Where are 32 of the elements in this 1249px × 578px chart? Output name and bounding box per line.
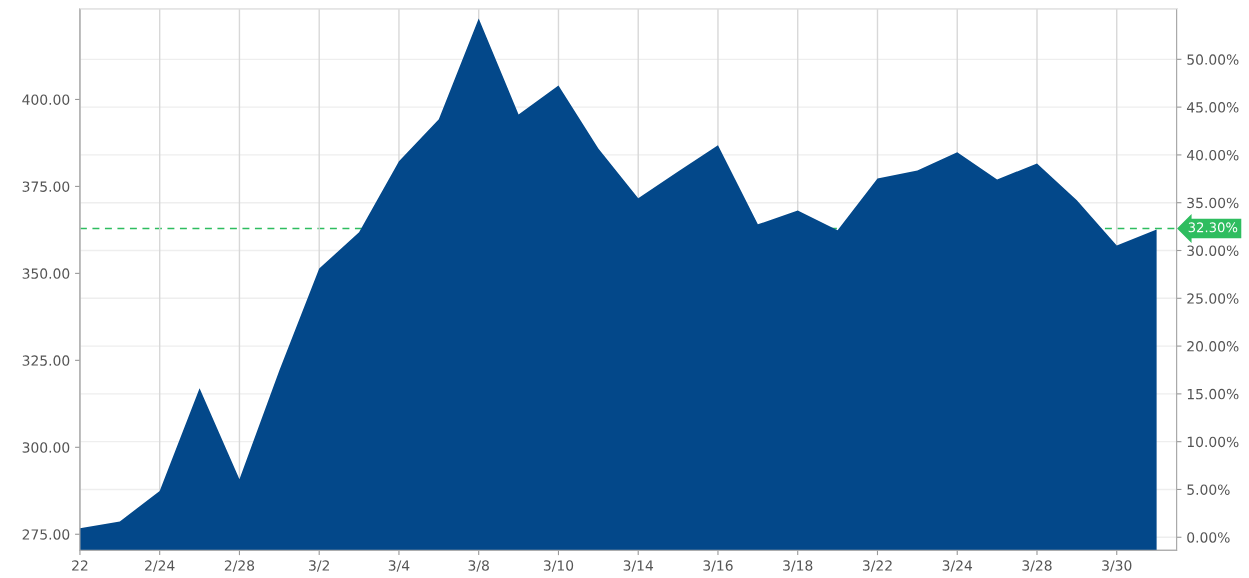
- x-tick-label: 3/2: [309, 560, 329, 572]
- x-tick-label: 3/8: [468, 560, 489, 572]
- y2-tick-label: 5.00%: [1187, 484, 1230, 495]
- x-tick-label: 3/22: [862, 560, 892, 572]
- y-tick-label: 325.00: [22, 355, 70, 366]
- y2-tick-label: 25.00%: [1187, 293, 1239, 304]
- y2-tick-label: 15.00%: [1187, 388, 1239, 400]
- x-tick-label: 3/14: [623, 560, 654, 572]
- y-tick-label: 300.00: [22, 442, 70, 453]
- x-tick-label: 3/10: [543, 560, 574, 572]
- y-tick-label: 350.00: [22, 268, 70, 279]
- x-tick-label: 3/30: [1102, 560, 1132, 572]
- x-tick-label: 2/24: [145, 560, 175, 572]
- x-tick-label: 3/18: [783, 560, 813, 572]
- x-tick-label: 22: [72, 560, 88, 571]
- y-tick-label: 375.00: [22, 181, 70, 192]
- y2-tick-label: 0.00%: [1187, 532, 1230, 543]
- y2-tick-label: 20.00%: [1187, 341, 1239, 352]
- y-tick-label: 400.00: [22, 94, 70, 105]
- ref-line-label: 32.30%: [1188, 222, 1238, 233]
- y2-tick-label: 35.00%: [1187, 197, 1239, 209]
- y2-tick-label: 30.00%: [1187, 245, 1239, 256]
- x-tick-label: 3/28: [1022, 560, 1052, 572]
- x-tick-label: 2/28: [224, 560, 255, 572]
- x-tick-label: 3/16: [703, 560, 733, 572]
- x-tick-label: 3/4: [388, 560, 410, 572]
- x-tick-label: 3/24: [942, 560, 973, 572]
- y2-tick-label: 50.00%: [1187, 54, 1239, 65]
- y2-tick-label: 40.00%: [1186, 149, 1239, 161]
- y2-tick-label: 45.00%: [1186, 102, 1239, 113]
- y2-tick-label: 10.00%: [1187, 436, 1239, 448]
- y-tick-label: 275.00: [22, 529, 70, 540]
